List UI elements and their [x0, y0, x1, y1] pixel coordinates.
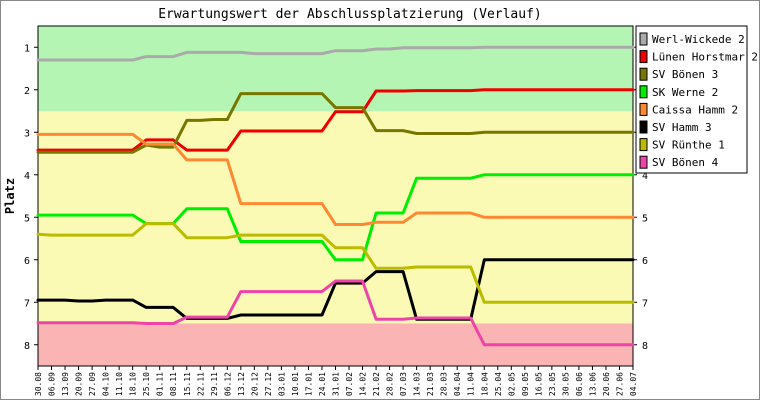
legend-label: SV Hamm 3 — [652, 121, 712, 134]
x-tick-label: 02.05 — [507, 372, 516, 396]
y-tick-label-right: 8 — [642, 341, 648, 352]
y-axis-label: Platz — [3, 178, 17, 214]
x-tick-label: 28.02 — [386, 372, 395, 396]
x-tick-label: 04.04 — [453, 372, 462, 396]
legend-swatch — [639, 120, 648, 134]
x-tick-label: 20.06 — [602, 372, 611, 396]
x-tick-label: 14.02 — [359, 372, 368, 396]
series-line-6 — [36, 258, 635, 321]
legend-label: SK Werne 2 — [652, 86, 718, 99]
legend-swatch — [639, 138, 648, 152]
legend-box — [635, 25, 748, 174]
legend-swatch — [639, 67, 648, 81]
x-tick-label: 21.02 — [372, 372, 381, 396]
x-tick-label: 30.05 — [561, 372, 570, 396]
x-tick-label: 29.11 — [210, 372, 219, 396]
zone-bands — [38, 26, 633, 366]
x-tick-label: 16.05 — [534, 372, 543, 396]
x-tick-label: 31.01 — [332, 372, 341, 396]
x-tick-label: 01.11 — [156, 372, 165, 396]
y-tick-label: 1 — [24, 43, 30, 54]
x-tick-label: 30.08 — [34, 372, 43, 396]
x-tick-label: 20.09 — [75, 372, 84, 396]
x-tick-label: 14.03 — [413, 372, 422, 396]
x-tick-label: 10.01 — [291, 372, 300, 396]
legend-swatch — [639, 155, 648, 169]
x-tick-label: 07.03 — [399, 372, 408, 396]
x-tick-label: 04.07 — [629, 372, 638, 396]
x-tick-label: 27.09 — [88, 372, 97, 396]
x-axis-ticks: 30.08 06.09 13.09 20.09 27.09 04.10 11.10 18.10… — [34, 366, 638, 396]
legend-label: SV Rünthe 1 — [652, 139, 725, 152]
x-tick-label: 15.11 — [183, 372, 192, 396]
y-tick-label: 3 — [24, 128, 30, 139]
x-tick-label: 18.10 — [129, 372, 138, 396]
series-line-5 — [36, 132, 635, 226]
y-tick-label: 8 — [24, 341, 30, 352]
x-tick-label: 27.12 — [264, 372, 273, 396]
x-tick-label: 06.06 — [575, 372, 584, 396]
x-tick-label: 11.04 — [467, 372, 476, 396]
x-tick-label: 22.11 — [196, 372, 205, 396]
x-tick-label: 13.12 — [237, 372, 246, 396]
x-tick-label: 06.12 — [223, 372, 232, 396]
y-tick-label: 2 — [24, 86, 30, 97]
x-tick-label: 09.05 — [521, 372, 530, 396]
x-tick-label: 21.03 — [426, 372, 435, 396]
x-tick-label: 27.06 — [615, 372, 624, 396]
x-tick-label: 06.09 — [48, 372, 57, 396]
x-tick-label: 24.01 — [318, 372, 327, 396]
x-tick-label: 17.01 — [304, 372, 313, 396]
x-tick-label: 25.10 — [142, 372, 151, 396]
x-tick-label: 03.01 — [277, 372, 286, 396]
y-tick-label-right: 5 — [642, 213, 648, 224]
chart-title: Erwartungswert der Abschlussplatzierung … — [158, 7, 542, 22]
legend-label: Werl-Wickede 2 — [652, 33, 745, 46]
y-tick-label-right: 6 — [642, 256, 648, 267]
series-line-1 — [36, 45, 635, 62]
zone-band-1 — [38, 26, 633, 111]
x-tick-label: 28.03 — [440, 372, 449, 396]
y-tick-label-right: 4 — [642, 171, 648, 182]
x-tick-label: 11.10 — [115, 372, 124, 396]
series-line-8 — [36, 279, 635, 347]
x-tick-label: 13.06 — [588, 372, 597, 396]
y-axis-ticks: 1122334455667788 — [24, 43, 648, 352]
x-tick-label: 23.05 — [548, 372, 557, 396]
series-lines — [36, 45, 635, 347]
y-tick-label-right: 7 — [642, 298, 648, 309]
legend-swatch — [639, 85, 648, 99]
legend-label: SV Bönen 4 — [652, 156, 719, 169]
y-tick-label: 6 — [24, 256, 30, 267]
x-tick-label: 18.04 — [480, 372, 489, 396]
x-tick-label: 08.11 — [169, 372, 178, 396]
legend-swatch — [639, 102, 648, 116]
x-tick-label: 04.10 — [102, 372, 111, 396]
legend-label: Caissa Hamm 2 — [652, 103, 738, 116]
legend-swatch — [639, 32, 648, 46]
series-line-2 — [36, 88, 635, 152]
legend-label: SV Bönen 3 — [652, 68, 718, 81]
series-line-3 — [36, 92, 635, 154]
x-tick-label: 25.04 — [494, 372, 503, 396]
x-tick-label: 20.12 — [250, 372, 259, 396]
legend: Werl-Wickede 2 Lünen Horstmar 2 SV Bönen 3… — [635, 25, 758, 174]
x-tick-label: 07.02 — [345, 372, 354, 396]
legend-swatch — [639, 50, 648, 64]
y-tick-label: 4 — [24, 171, 30, 182]
y-tick-label: 5 — [24, 213, 30, 224]
legend-label: Lünen Horstmar 2 — [652, 51, 758, 64]
x-tick-label: 13.09 — [61, 372, 70, 396]
series-line-4 — [36, 173, 635, 262]
series-line-7 — [36, 222, 635, 304]
y-tick-label: 7 — [24, 298, 30, 309]
